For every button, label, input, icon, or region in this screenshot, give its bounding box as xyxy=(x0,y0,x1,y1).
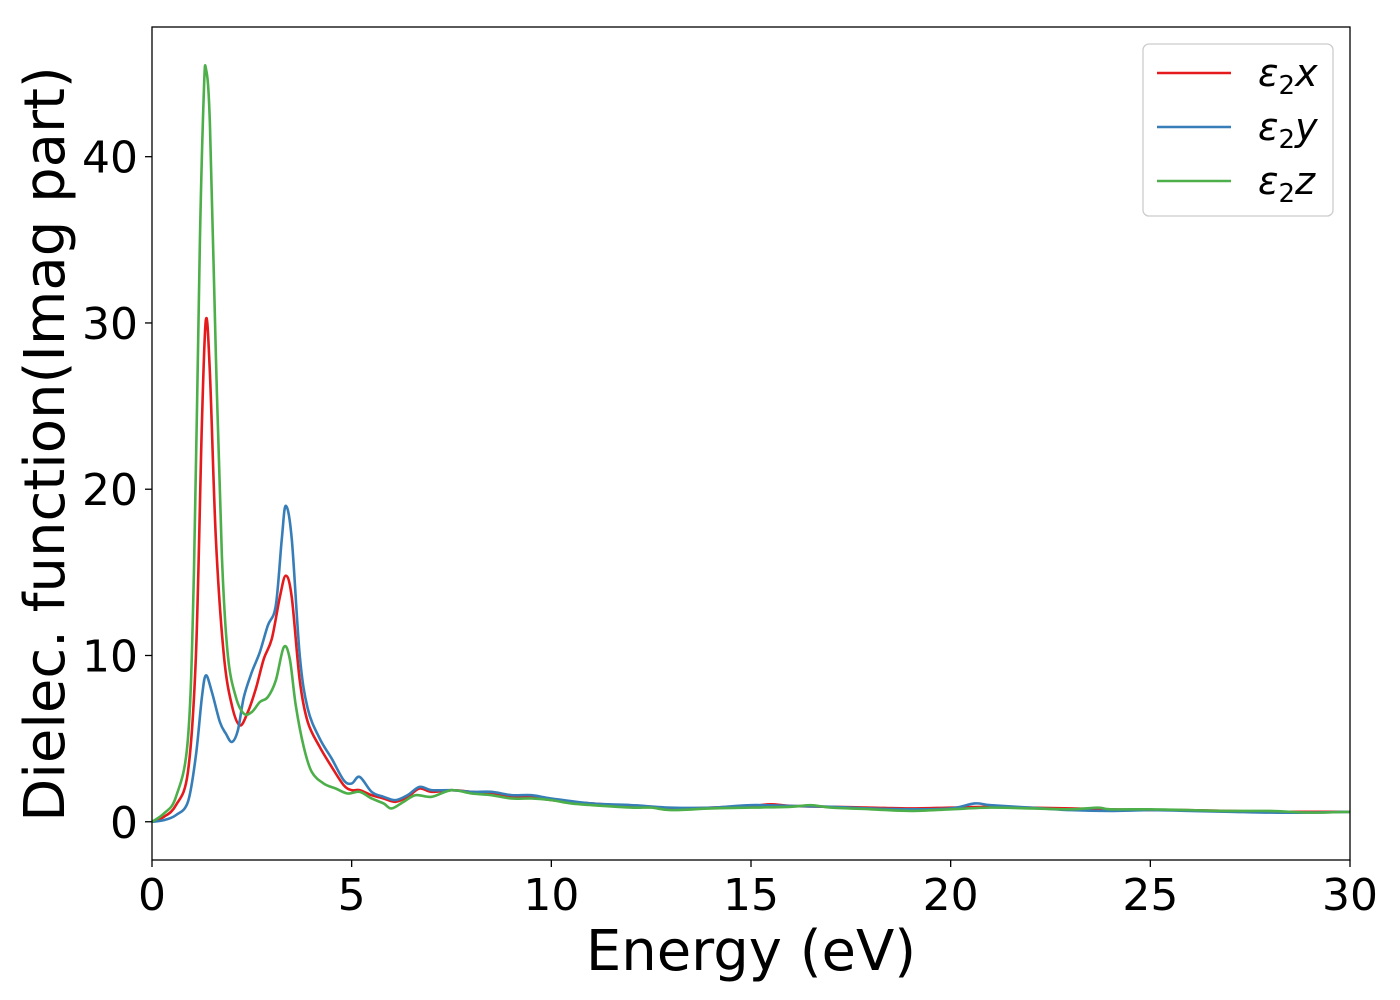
legend-label-z: ε2z xyxy=(1258,159,1316,209)
x-tick-label: 25 xyxy=(1122,870,1178,921)
x-tick-label: 5 xyxy=(338,870,366,921)
y-tick-label: 0 xyxy=(110,798,138,849)
legend-label-x: ε2x xyxy=(1258,51,1318,101)
series-layer xyxy=(151,64,1351,824)
series-line-z xyxy=(151,64,1351,823)
y-tick-label: 30 xyxy=(82,299,138,350)
x-axis-title: Energy (eV) xyxy=(586,919,916,984)
legend-label-y: ε2y xyxy=(1258,105,1318,155)
x-tick-label: 20 xyxy=(923,870,979,921)
x-tick-label: 15 xyxy=(723,870,779,921)
y-axis-title: Dielec. function(Imag part) xyxy=(13,66,78,822)
x-tick-label: 30 xyxy=(1322,870,1378,921)
y-tick-label: 40 xyxy=(82,133,138,184)
x-tick-label: 10 xyxy=(523,870,579,921)
y-axis: 0 10 20 30 40 xyxy=(82,133,152,849)
legend-box xyxy=(1142,43,1334,217)
x-tick-label: 0 xyxy=(138,870,166,921)
series-line-y xyxy=(151,504,1351,824)
y-tick-label: 20 xyxy=(82,465,138,516)
x-axis: 0 5 10 15 20 25 30 xyxy=(138,860,1378,921)
y-tick-label: 10 xyxy=(82,631,138,682)
